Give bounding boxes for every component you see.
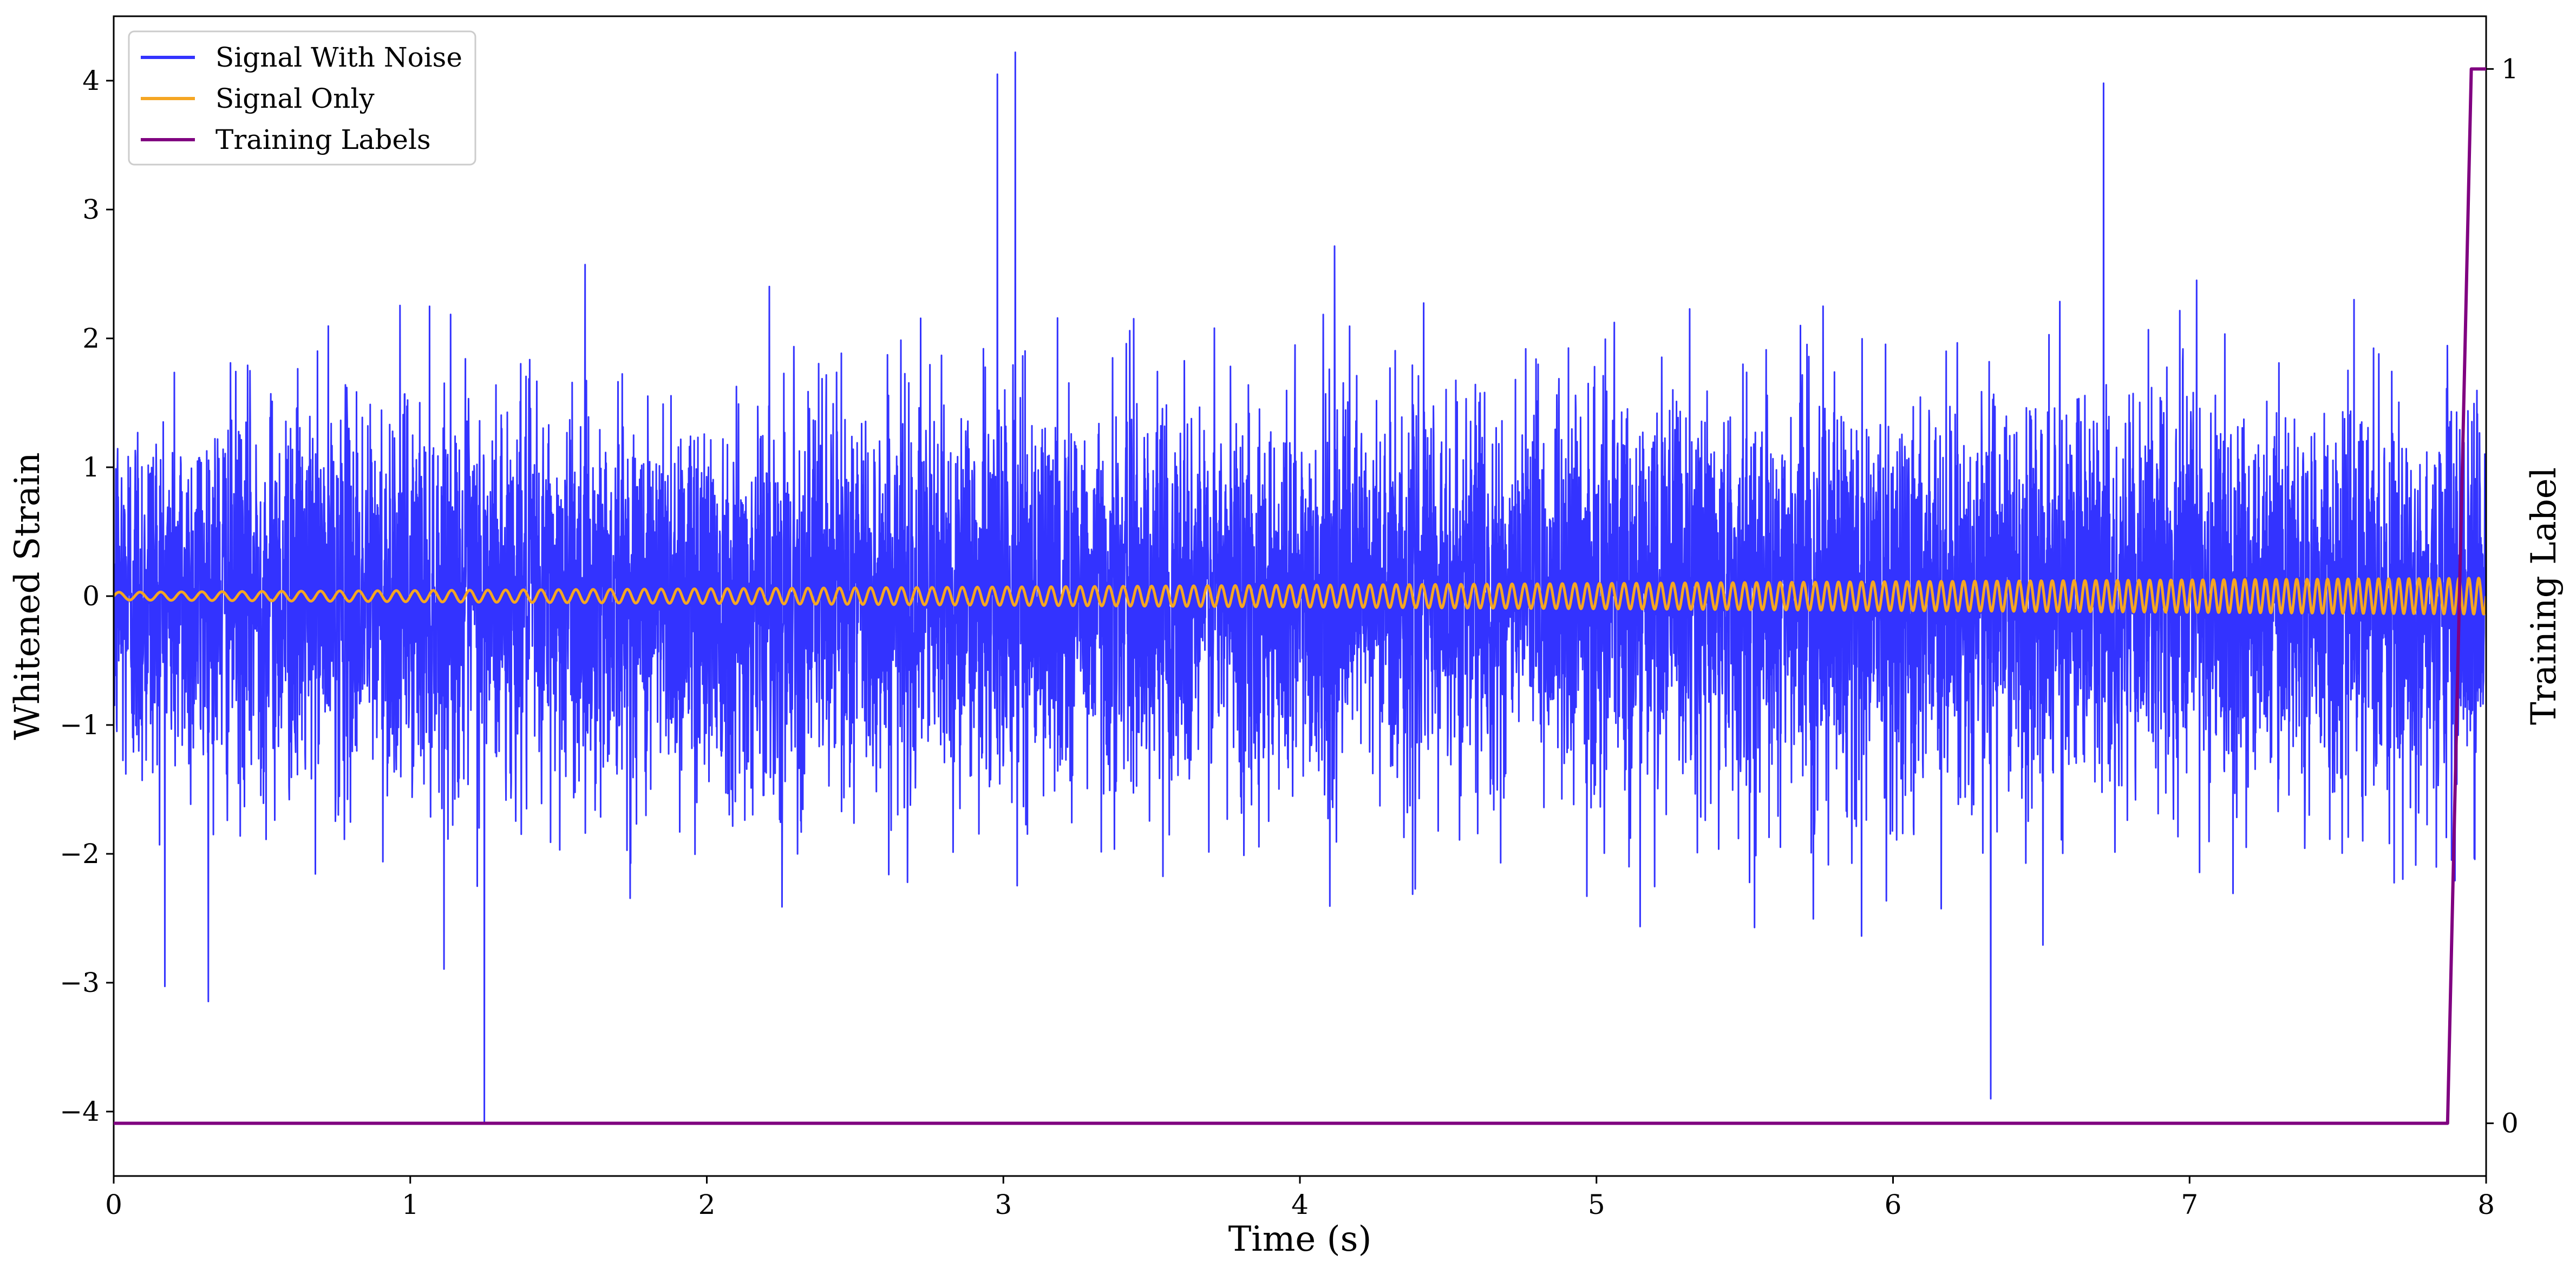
y-tick-label: 2 [82, 323, 100, 354]
y-axis-label: Whitened Strain [8, 452, 48, 740]
x-tick-label: 2 [698, 1189, 716, 1220]
legend-entry-label: Training Labels [215, 124, 431, 155]
y2-axis-label: Training Label [2524, 467, 2564, 725]
series-training-labels-line [114, 67, 2486, 1125]
x-tick-label: 0 [105, 1189, 122, 1220]
y-axis-left: −4 −3 −2 −1 0 1 2 3 4 [60, 65, 114, 1127]
plot-area [114, 51, 2486, 1123]
series-signal-only-line [114, 577, 2486, 616]
x-tick-label: 8 [2477, 1189, 2495, 1220]
x-axis-label: Time (s) [1228, 1219, 1372, 1259]
y2-tick-label: 1 [2501, 53, 2519, 84]
x-tick-label: 7 [2181, 1189, 2198, 1220]
x-axis: 0 1 2 3 4 5 6 7 8 [105, 1176, 2495, 1220]
x-tick-label: 1 [402, 1189, 419, 1220]
y-tick-label: −4 [60, 1096, 100, 1127]
x-tick-label: 5 [1588, 1189, 1605, 1220]
y-tick-label: 0 [82, 580, 100, 612]
series-signal-with-noise-line [114, 51, 2486, 1123]
y-tick-label: −3 [60, 967, 100, 998]
y-tick-label: 3 [82, 194, 100, 225]
legend-box [128, 30, 476, 166]
y2-tick-label: 0 [2501, 1108, 2519, 1139]
y-tick-label: 4 [82, 65, 100, 96]
x-tick-label: 4 [1291, 1189, 1309, 1220]
x-tick-label: 3 [995, 1189, 1012, 1220]
legend-entry-label: Signal With Noise [215, 42, 462, 73]
y-axis-right: 01 [2486, 53, 2519, 1139]
y-tick-label: −2 [60, 838, 100, 870]
series-layer [114, 51, 2486, 1123]
legend-entry-label: Signal Only [215, 83, 375, 114]
y-tick-label: −1 [60, 709, 100, 741]
legend: Signal With Noise Signal Only Training Lab… [128, 30, 476, 166]
y-tick-label: 1 [82, 452, 100, 483]
x-tick-label: 6 [1885, 1189, 1902, 1220]
